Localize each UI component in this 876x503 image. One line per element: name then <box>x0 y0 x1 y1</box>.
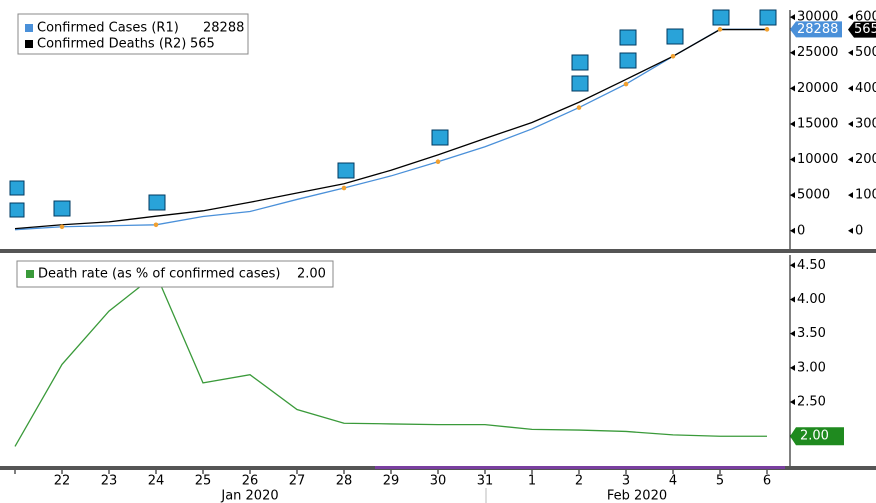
legend-swatch <box>25 40 33 48</box>
x-tick-label: 28 <box>336 474 353 489</box>
month-label: Jan 2020 <box>220 489 278 503</box>
y-tick <box>790 14 795 21</box>
y-tick-label: 3.00 <box>797 360 826 375</box>
event-dot <box>623 81 629 87</box>
y2-tick-label: 300 <box>855 116 876 131</box>
x-tick-label: 27 <box>289 474 306 489</box>
legend-box <box>16 260 334 288</box>
y-tick-label: 10000 <box>797 152 838 167</box>
y-tick-label: 25000 <box>797 45 838 60</box>
x-tick-label: 23 <box>101 474 118 489</box>
event-dot <box>576 105 582 110</box>
legend-swatch <box>26 270 34 278</box>
y2-tick <box>848 227 853 234</box>
y-tick-label: 3.50 <box>797 326 826 341</box>
y-tick <box>790 120 795 127</box>
x-tick-label: 4 <box>669 474 677 489</box>
badge-label: 2.00 <box>800 429 829 444</box>
x-tick-label: 31 <box>477 474 494 489</box>
y2-tick <box>848 14 853 21</box>
y-tick <box>790 364 795 371</box>
range-bar <box>375 466 785 469</box>
legend-value: 2.00 <box>297 267 326 282</box>
y-tick-label: 15000 <box>797 116 838 131</box>
y-tick <box>790 296 795 303</box>
x-tick-label: 30 <box>430 474 447 489</box>
y2-tick-label: 600 <box>855 10 876 25</box>
y2-tick <box>848 156 853 163</box>
legend-label: Confirmed Deaths (R2) <box>37 37 186 52</box>
y2-tick <box>848 120 853 127</box>
y-tick <box>790 227 795 234</box>
badge-label: 28288 <box>797 22 838 37</box>
event-dot <box>435 159 441 164</box>
y-tick <box>790 49 795 56</box>
legend-label: Confirmed Cases (R1) <box>37 21 179 36</box>
legend-value: 565 <box>190 37 215 52</box>
legend-swatch <box>25 24 33 32</box>
x-tick-label: 1 <box>528 474 536 489</box>
y-tick-label: 20000 <box>797 81 838 96</box>
x-tick-label: 26 <box>242 474 259 489</box>
news-icons <box>9 9 777 218</box>
y2-tick-label: 400 <box>855 81 876 96</box>
y2-tick-label: 200 <box>855 152 876 167</box>
x-tick-label: 6 <box>763 474 771 489</box>
y-tick <box>790 192 795 199</box>
y2-tick <box>848 49 853 56</box>
event-dot <box>764 27 770 32</box>
badge <box>848 21 876 38</box>
x-tick-label: 29 <box>383 474 400 489</box>
y2-tick-label: 100 <box>855 188 876 203</box>
y2-tick-label: 0 <box>855 223 863 238</box>
y-tick-label: 0 <box>797 223 805 238</box>
badge <box>790 427 844 446</box>
y-tick <box>790 330 795 337</box>
event-dot <box>59 224 65 230</box>
badge <box>790 21 842 38</box>
x-tick-label: 2 <box>575 474 583 489</box>
y2-tick-label: 500 <box>855 45 876 60</box>
event-dot <box>717 27 723 32</box>
y2-tick <box>848 85 853 92</box>
series-line <box>14 28 767 230</box>
x-tick-label: 3 <box>622 474 630 489</box>
panel-separator <box>0 249 876 253</box>
y-tick <box>790 399 795 406</box>
y-tick-label: 4.00 <box>797 292 826 307</box>
legend-value: 28288 <box>203 21 244 36</box>
x-tick-label: 25 <box>195 474 212 489</box>
y2-tick <box>848 192 853 199</box>
legend-box <box>17 13 249 55</box>
y-tick <box>790 156 795 163</box>
x-tick-label: 5 <box>716 474 724 489</box>
event-dot <box>670 53 676 59</box>
y-tick-label: 2.50 <box>797 395 826 410</box>
x-tick-label: 22 <box>54 474 71 489</box>
legend-label: Death rate (as % of confirmed cases) <box>38 267 281 282</box>
badge-label: 565 <box>854 22 876 37</box>
month-label: Feb 2020 <box>607 489 667 503</box>
x-tick-label: 24 <box>148 474 165 489</box>
event-dot <box>341 185 347 191</box>
y-tick <box>790 262 795 269</box>
y-tick-label: 5000 <box>797 188 830 203</box>
y-tick-label: 4.50 <box>797 258 826 273</box>
series-line <box>14 28 767 231</box>
y-tick-label: 30000 <box>797 10 838 25</box>
event-dot <box>153 222 159 228</box>
y-tick <box>790 85 795 92</box>
